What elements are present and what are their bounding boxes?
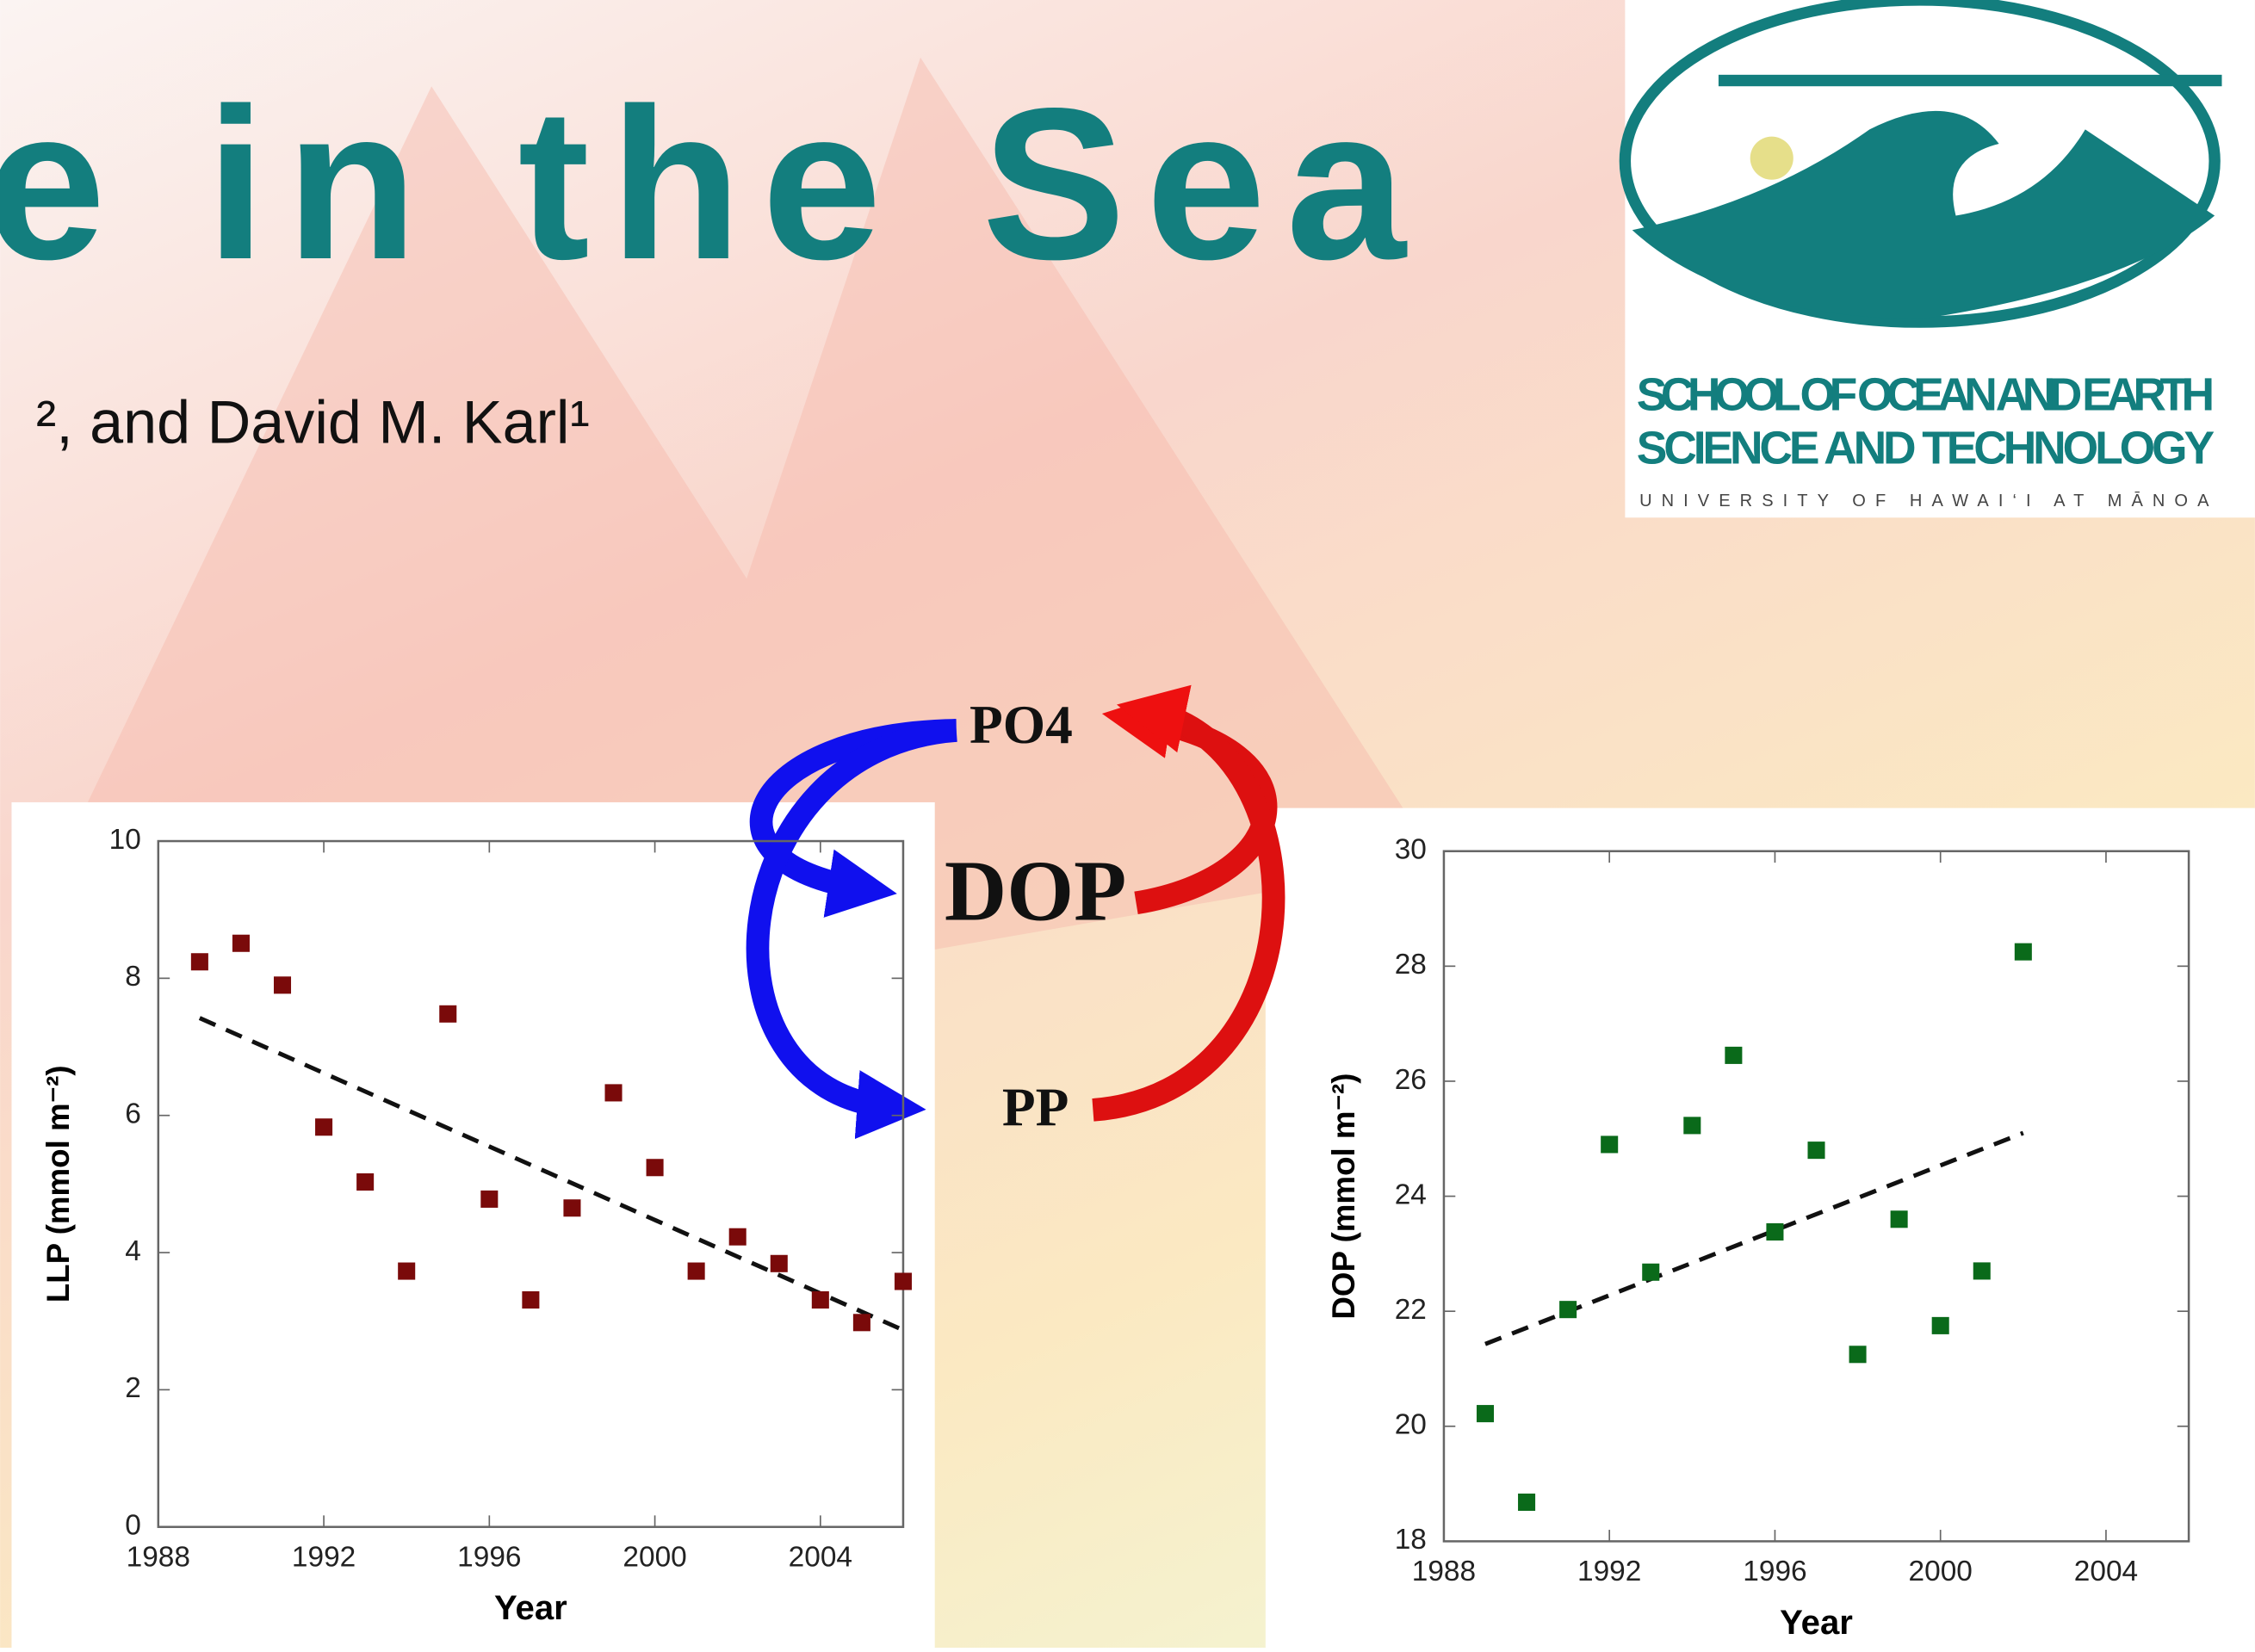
logo-text: SCHOOL OF OCEAN AND EARTH — [1637, 370, 2215, 421]
y-tick-label: 20 — [1395, 1409, 1427, 1441]
marker — [604, 1084, 623, 1102]
y-tick-label: 30 — [1395, 834, 1427, 866]
marker — [439, 1005, 457, 1023]
marker — [190, 953, 208, 971]
chart-panel — [1265, 807, 2255, 1648]
x-tick-label: 1992 — [1577, 1556, 1641, 1587]
y-tick-label: 26 — [1395, 1064, 1427, 1096]
x-tick-label: 1988 — [127, 1541, 190, 1573]
x-tick-label: 2004 — [2074, 1556, 2138, 1587]
marker — [1559, 1301, 1577, 1319]
x-tick-label: 2004 — [789, 1541, 852, 1573]
y-axis-label: DOP (mmol m⁻²) — [1326, 1073, 1361, 1320]
diagram-node: DOP — [945, 844, 1126, 939]
y-axis-label: LLP (mmol m⁻²) — [40, 1065, 76, 1302]
x-axis-label: Year — [494, 1589, 567, 1627]
marker — [398, 1262, 416, 1280]
y-tick-label: 22 — [1395, 1294, 1427, 1326]
marker — [1683, 1117, 1701, 1135]
marker — [2014, 943, 2032, 961]
marker — [315, 1118, 333, 1136]
y-tick-label: 8 — [125, 961, 141, 993]
title: e in the Sea — [0, 64, 1426, 305]
y-tick-label: 18 — [1395, 1524, 1427, 1556]
x-tick-label: 1996 — [1743, 1556, 1806, 1587]
marker — [1642, 1263, 1660, 1281]
marker — [1849, 1346, 1867, 1364]
marker — [480, 1190, 499, 1208]
marker — [646, 1159, 664, 1177]
y-tick-label: 28 — [1395, 949, 1427, 981]
diagram-node: PO4 — [970, 694, 1073, 755]
marker — [232, 934, 250, 952]
y-tick-label: 24 — [1395, 1179, 1427, 1210]
x-tick-label: 1996 — [457, 1541, 521, 1573]
marker — [356, 1172, 375, 1191]
marker — [1601, 1135, 1619, 1154]
arrow — [1092, 684, 1285, 1122]
logo-moon — [1750, 136, 1793, 180]
marker — [852, 1314, 870, 1332]
diagram-node: PP — [1002, 1076, 1069, 1137]
logo-wave — [1632, 110, 2215, 319]
chart-panel — [11, 801, 935, 1648]
background-shape — [86, 57, 1439, 1007]
logo-bar — [1718, 74, 2222, 87]
logo-text: SCIENCE AND TECHNOLOGY — [1637, 424, 2215, 474]
marker — [522, 1290, 540, 1309]
y-tick-label: 10 — [109, 824, 141, 856]
marker — [1807, 1142, 1825, 1160]
marker — [894, 1272, 912, 1290]
marker — [1931, 1316, 1949, 1334]
marker — [1973, 1262, 1991, 1280]
logo-ellipse — [1619, 0, 2221, 328]
x-tick-label: 2000 — [623, 1541, 686, 1573]
y-tick-label: 2 — [125, 1372, 141, 1404]
x-tick-label: 1992 — [292, 1541, 356, 1573]
marker — [1725, 1046, 1743, 1064]
x-axis-label: Year — [1780, 1604, 1853, 1642]
x-tick-label: 2000 — [1909, 1556, 1973, 1587]
marker — [563, 1199, 581, 1217]
marker — [1766, 1222, 1784, 1241]
y-tick-label: 0 — [125, 1510, 141, 1542]
marker — [1890, 1210, 1908, 1228]
authors: ², and David M. Karl¹ — [36, 389, 590, 456]
arrow — [746, 719, 957, 1140]
marker — [1476, 1405, 1495, 1423]
marker — [1518, 1493, 1536, 1512]
y-tick-label: 6 — [125, 1098, 141, 1130]
plot-frame — [157, 839, 905, 1528]
x-tick-label: 1988 — [1412, 1556, 1476, 1587]
marker — [273, 976, 292, 994]
marker — [728, 1228, 747, 1246]
trend-line — [198, 1016, 904, 1333]
y-tick-label: 4 — [125, 1235, 141, 1267]
marker — [811, 1290, 829, 1309]
marker — [770, 1254, 788, 1272]
marker — [687, 1262, 705, 1280]
